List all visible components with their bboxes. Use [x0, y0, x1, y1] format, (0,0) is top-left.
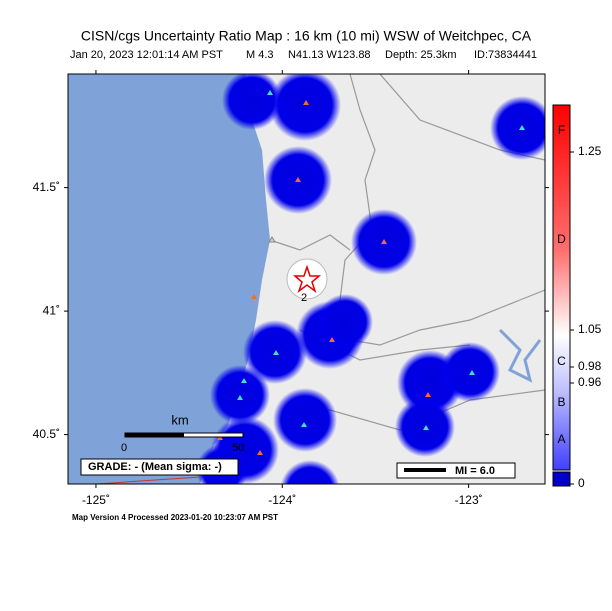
colorbar-letter: B: [557, 395, 565, 409]
grade-box: [80, 458, 239, 476]
y-tick-label: 41.5˚: [33, 180, 60, 194]
info: M 4.3: [246, 49, 274, 61]
colorbar-letter: F: [558, 123, 565, 137]
colorbar-base: [552, 471, 571, 487]
map-frame: [67, 73, 546, 485]
colorbar-label: 0.98: [578, 359, 602, 373]
uncertainty-areas: [196, 74, 545, 484]
colorbar-letter: D: [557, 232, 566, 246]
colorbar-letter: A: [557, 432, 565, 446]
lake: [498, 328, 542, 383]
x-tick-label: -124˚: [268, 493, 296, 507]
colorbar-labels: F D C B A 1.25 1.05 0.98 0.96 0: [557, 123, 602, 490]
x-tick-label: -125˚: [82, 493, 110, 507]
scale-label: 50: [232, 442, 244, 454]
info: ID:73834441: [474, 49, 537, 61]
colorbar-label: 1.25: [578, 144, 602, 158]
info: Depth: 25.3km: [385, 49, 457, 61]
y-tick-label: 41˚: [43, 303, 60, 317]
fault: [95, 476, 201, 484]
epicenter-label: 2: [301, 292, 307, 304]
scale-unit: km: [171, 412, 188, 427]
info: N41.13 W123.88: [288, 49, 371, 61]
colorbar-letter: C: [557, 354, 566, 368]
legend-box: [396, 462, 516, 479]
y-tick-label: 40.5˚: [33, 427, 60, 441]
colorbar-label: 0.96: [578, 375, 602, 389]
legend-label: MI = 6.0: [455, 465, 495, 477]
colorbar: [552, 104, 571, 471]
map-area: 2: [68, 74, 545, 484]
colorbar-label: 0: [578, 476, 585, 490]
colorbar-label: 1.05: [578, 322, 602, 336]
x-tick-label: -123˚: [455, 493, 483, 507]
stations: [217, 90, 525, 455]
grade: GRADE: - (Mean sigma: -): [88, 461, 222, 473]
axes: -125˚ -124˚ -123˚ 41.5˚ 41˚ 40.5˚: [33, 70, 549, 507]
scale-label: 0: [121, 442, 127, 454]
footer: Map Version 4 Processed 2023-01-20 10:23…: [72, 513, 278, 522]
info: Jan 20, 2023 12:01:14 AM PST: [70, 49, 223, 61]
scale-bar-segment: [125, 433, 184, 437]
epicenter-zone: [286, 258, 328, 300]
river: [269, 74, 545, 431]
epicenter: [292, 264, 322, 294]
title: CISN/cgs Uncertainty Ratio Map : 16 km (…: [81, 28, 532, 44]
